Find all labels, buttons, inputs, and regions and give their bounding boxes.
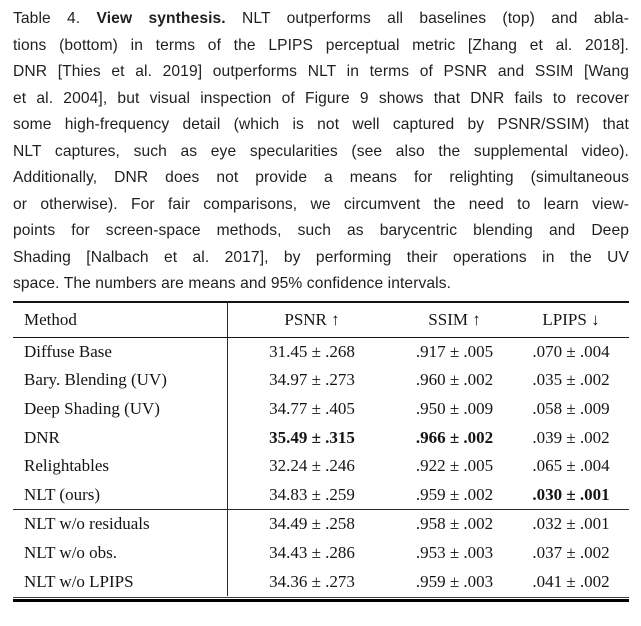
ssim-cell: .922 ± .005 xyxy=(415,456,494,476)
lpips-cell: .058 ± .009 xyxy=(532,398,610,418)
method-cell: NLT w/o LPIPS xyxy=(13,567,228,596)
bottom-rule-thin-line xyxy=(13,596,629,598)
caption-text: points for screen-space methods, such as… xyxy=(13,222,629,239)
lpips-cell: .065 ± .004 xyxy=(532,456,610,476)
caption-text: Table 4. xyxy=(13,10,97,27)
method-cell: NLT (ours) xyxy=(13,480,228,510)
column-header-ssim: SSIM ↑ xyxy=(428,309,481,329)
column-header-lpips: LPIPS ↓ xyxy=(542,309,600,329)
table-row: Relightables 32.24 ± .246 .922 ± .005 .065 … xyxy=(13,451,629,481)
psnr-cell: 35.49 ± .315 xyxy=(269,427,355,447)
table-row: NLT (ours) 34.83 ± .259 .959 ± .002 .030 ± … xyxy=(13,480,629,510)
lpips-cell: .070 ± .004 xyxy=(532,341,610,361)
psnr-cell: 31.45 ± .268 xyxy=(269,341,355,361)
method-cell: NLT w/o obs. xyxy=(13,538,228,568)
caption-line: Additionally, DNR does not provide a mea… xyxy=(13,165,629,192)
table-row: NLT w/o LPIPS 34.36 ± .273 .959 ± .003 .041… xyxy=(13,567,629,596)
caption-line: DNR [Thies et al. 2019] outperforms NLT … xyxy=(13,59,629,86)
table-row: Deep Shading (UV) 34.77 ± .405 .950 ± .009… xyxy=(13,394,629,424)
ssim-cell: .953 ± .003 xyxy=(415,542,494,562)
method-cell: DNR xyxy=(13,423,228,452)
lpips-cell: .030 ± .001 xyxy=(532,484,610,504)
lpips-cell: .041 ± .002 xyxy=(532,571,610,591)
caption-text: or otherwise). For fair comparisons, we … xyxy=(13,195,629,213)
caption-text: Shading [Nalbach et al. 2017], by perfor… xyxy=(13,248,629,266)
caption-text: NLT outperforms all baselines (top) and … xyxy=(225,10,629,27)
lpips-cell: .039 ± .002 xyxy=(532,427,610,447)
psnr-cell: 34.49 ± .258 xyxy=(269,514,355,534)
table-caption: Table 4. View synthesis. NLT outperforms… xyxy=(0,0,641,298)
caption-line: some high-frequency detail (which is not… xyxy=(13,112,629,139)
psnr-cell: 34.77 ± .405 xyxy=(269,398,355,418)
table-row: Bary. Blending (UV) 34.97 ± .273 .960 ± .0… xyxy=(13,366,629,395)
table-row: DNR 35.49 ± .315 .966 ± .002 .039 ± .002 xyxy=(13,423,629,452)
table-row: NLT w/o obs. 34.43 ± .286 .953 ± .003 .037 … xyxy=(13,538,629,568)
ssim-cell: .917 ± .005 xyxy=(415,341,494,361)
ssim-cell: .950 ± .009 xyxy=(415,398,494,418)
caption-text: DNR [Thies et al. 2019] outperforms NLT … xyxy=(13,63,629,80)
lpips-cell: .032 ± .001 xyxy=(532,514,610,534)
caption-line: tions (bottom) in terms of the LPIPS per… xyxy=(13,33,629,60)
method-cell: Diffuse Base xyxy=(13,337,228,367)
psnr-cell: 34.43 ± .286 xyxy=(269,542,355,562)
caption-text: space. The numbers are means and 95% con… xyxy=(13,275,452,292)
bottom-rule-gap xyxy=(13,597,629,600)
ssim-cell: .960 ± .002 xyxy=(415,370,494,390)
caption-text: some high-frequency detail (which is not… xyxy=(13,116,629,133)
caption-line: NLT captures, such as eye specularities … xyxy=(13,139,629,166)
caption-line: Table 4. View synthesis. NLT outperforms… xyxy=(13,6,629,33)
caption-line: space. The numbers are means and 95% con… xyxy=(13,271,629,298)
results-table: Method PSNR ↑ SSIM ↑ LPIPS ↓ Diffuse Bas… xyxy=(13,300,629,602)
caption-text: tions (bottom) in terms of the LPIPS per… xyxy=(13,36,629,54)
caption-line: et al. 2004], but visual inspection of F… xyxy=(13,86,629,113)
caption-text: Additionally, DNR does not provide a mea… xyxy=(13,169,629,186)
table-bottom-rule xyxy=(13,596,629,602)
table-row: Diffuse Base 31.45 ± .268 .917 ± .005 .070 … xyxy=(13,337,629,367)
lpips-cell: .035 ± .002 xyxy=(532,370,610,390)
lpips-cell: .037 ± .002 xyxy=(532,542,610,562)
ssim-cell: .966 ± .002 xyxy=(415,427,494,447)
bottom-rule-thick-line xyxy=(13,599,629,602)
psnr-cell: 34.83 ± .259 xyxy=(269,484,355,504)
ssim-cell: .959 ± .003 xyxy=(415,571,494,591)
caption-text: et al. 2004], but visual inspection of F… xyxy=(13,89,629,107)
table-header-row: Method PSNR ↑ SSIM ↑ LPIPS ↓ xyxy=(13,300,629,338)
method-cell: Bary. Blending (UV) xyxy=(13,366,228,395)
caption-bold-title: View synthesis. xyxy=(96,10,226,27)
caption-line: or otherwise). For fair comparisons, we … xyxy=(13,192,629,219)
psnr-cell: 34.97 ± .273 xyxy=(269,370,355,390)
ablations-section: NLT w/o residuals 34.49 ± .258 .958 ± .002… xyxy=(13,509,629,596)
table-row: NLT w/o residuals 34.49 ± .258 .958 ± .002… xyxy=(13,510,629,539)
caption-line: Shading [Nalbach et al. 2017], by perfor… xyxy=(13,245,629,272)
column-header-psnr: PSNR ↑ xyxy=(284,309,340,329)
psnr-cell: 34.36 ± .273 xyxy=(269,571,355,591)
method-cell: Relightables xyxy=(13,451,228,481)
psnr-cell: 32.24 ± .246 xyxy=(269,456,355,476)
ssim-cell: .959 ± .002 xyxy=(415,484,494,504)
column-header-method: Method xyxy=(13,302,228,337)
method-cell: NLT w/o residuals xyxy=(13,510,228,539)
ssim-cell: .958 ± .002 xyxy=(415,514,494,534)
baselines-section: Diffuse Base 31.45 ± .268 .917 ± .005 .070 … xyxy=(13,337,629,510)
caption-line: points for screen-space methods, such as… xyxy=(13,218,629,245)
caption-text: NLT captures, such as eye specularities … xyxy=(13,142,629,160)
method-cell: Deep Shading (UV) xyxy=(13,394,228,424)
